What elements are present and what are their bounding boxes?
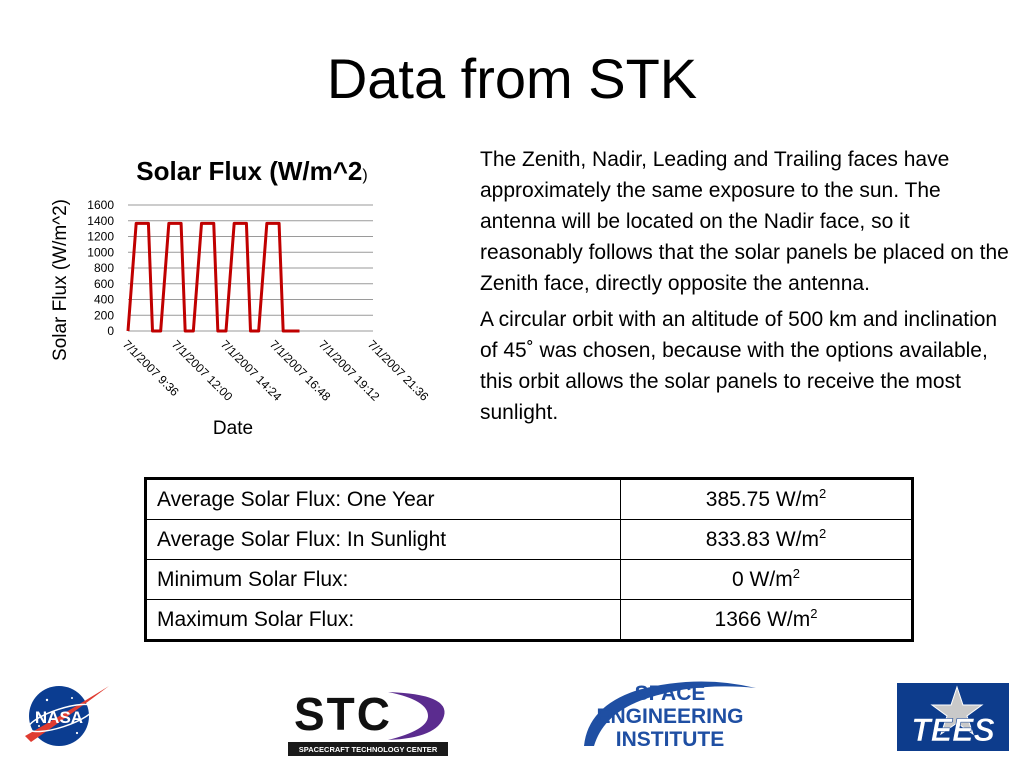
svg-text:NASA: NASA [35, 708, 83, 727]
y-tick-label: 600 [94, 277, 114, 291]
y-tick-label: 0 [107, 324, 114, 338]
y-tick-label: 400 [94, 293, 114, 307]
svg-text:STC: STC [294, 688, 392, 740]
row-label: Minimum Solar Flux: [145, 559, 621, 600]
table-row: Average Solar Flux: In Sunlight 833.83 W/… [145, 519, 913, 560]
y-tick-label: 800 [94, 261, 114, 275]
nasa-logo: NASA [25, 686, 109, 746]
svg-text:INSTITUTE: INSTITUTE [616, 728, 725, 751]
row-value: 1366 W/m2 [620, 599, 913, 641]
svg-text:SPACE: SPACE [635, 682, 706, 705]
tees-logo: TEES [897, 683, 1009, 751]
row-value: 0 W/m2 [620, 559, 913, 600]
y-tick-label: 1600 [87, 198, 114, 212]
series-line [126, 221, 300, 333]
svg-text:ENGINEERING: ENGINEERING [596, 705, 743, 728]
svg-text:SPACECRAFT TECHNOLOGY CENTER: SPACECRAFT TECHNOLOGY CENTER [299, 745, 438, 754]
y-tick-label: 200 [94, 308, 114, 322]
y-tick-label: 1400 [87, 214, 114, 228]
sei-logo: SPACE ENGINEERING INSTITUTE [584, 681, 756, 751]
row-label: Average Solar Flux: In Sunlight [145, 519, 621, 560]
y-tick-label: 1000 [87, 245, 114, 259]
body-text: The Zenith, Nadir, Leading and Trailing … [480, 144, 1015, 433]
paragraph-orbit: A circular orbit with an altitude of 500… [480, 308, 998, 424]
row-value: 833.83 W/m2 [620, 519, 913, 560]
y-tick-label: 1200 [87, 230, 114, 244]
stc-logo: STC SPACECRAFT TECHNOLOGY CENTER [288, 688, 448, 756]
table-row: Average Solar Flux: One Year 385.75 W/m2 [145, 478, 913, 520]
row-label: Maximum Solar Flux: [145, 599, 621, 641]
y-axis-label: Solar Flux (W/m^2) [50, 199, 71, 361]
row-label: Average Solar Flux: One Year [145, 478, 621, 520]
table-row: Minimum Solar Flux: 0 W/m2 [145, 559, 913, 600]
chart-title: Solar Flux (W/m^2) [136, 156, 367, 186]
row-value: 385.75 W/m2 [620, 478, 913, 520]
table-row: Maximum Solar Flux: 1366 W/m2 [145, 599, 913, 641]
slide-title: Data from STK [326, 47, 698, 110]
x-axis-label: Date [213, 418, 253, 439]
solar-flux-table: Average Solar Flux: One Year 385.75 W/m2 A… [144, 477, 914, 642]
paragraph-faces: The Zenith, Nadir, Leading and Trailing … [480, 148, 1009, 295]
solar-flux-chart: Solar Flux (W/m^2) 0 200 400 600 800 1000 1200 1… [40, 148, 480, 448]
svg-text:TEES: TEES [911, 712, 995, 748]
